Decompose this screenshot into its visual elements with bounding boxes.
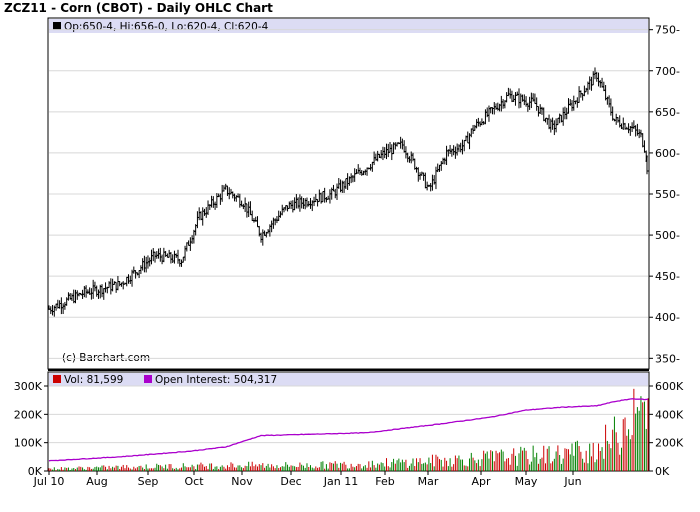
x-tick-label: Oct	[184, 475, 204, 488]
x-tick-label: Feb	[375, 475, 394, 488]
price-tick-label: 550-	[655, 188, 680, 201]
price-tick-label: 700-	[655, 65, 680, 78]
x-tick-label: May	[515, 475, 538, 488]
price-tick-label: 600-	[655, 147, 680, 160]
volume-legend: Vol: 81,599	[64, 374, 123, 386]
oi-tick-label: 400K	[655, 408, 684, 421]
volume-legend-swatch	[53, 375, 61, 383]
volume-tick-label: 0K	[28, 465, 43, 478]
open-interest-legend: Open Interest: 504,317	[155, 374, 277, 386]
volume-legend-band	[49, 373, 648, 386]
price-legend-swatch	[53, 22, 61, 30]
x-tick-label: Sep	[138, 475, 159, 488]
ohlc-legend: Op:650-4, Hi:656-0, Lo:620-4, Cl:620-4	[64, 21, 269, 33]
price-tick-label: 400-	[655, 311, 680, 324]
oi-tick-label: 0K	[655, 465, 670, 478]
x-tick-label: Mar	[418, 475, 439, 488]
open-interest-line	[48, 398, 648, 462]
oi-tick-label: 200K	[655, 437, 684, 450]
price-tick-label: 750-	[655, 24, 680, 37]
price-tick-label: 650-	[655, 106, 680, 119]
volume-tick-label: 300K	[14, 380, 43, 393]
price-tick-label: 450-	[655, 270, 680, 283]
x-tick-label: Aug	[86, 475, 107, 488]
chart-title: ZCZ11 - Corn (CBOT) - Daily OHLC Chart	[4, 1, 273, 15]
x-tick-label: Jan 11	[323, 475, 358, 488]
ohlc-bar-last	[645, 155, 649, 175]
price-tick-label: 500-	[655, 229, 680, 242]
x-tick-label: Nov	[231, 475, 253, 488]
x-tick-label: Jul 10	[33, 475, 65, 488]
oi-tick-label: 600K	[655, 380, 684, 393]
x-tick-label: Jun	[563, 475, 581, 488]
volume-tick-label: 100K	[14, 437, 43, 450]
volume-tick-label: 200K	[14, 408, 43, 421]
open-interest-legend-swatch	[144, 375, 152, 383]
volume-panel	[47, 371, 650, 472]
x-tick-label: Dec	[280, 475, 301, 488]
price-tick-label: 350-	[655, 352, 680, 365]
x-tick-label: Apr	[471, 475, 491, 488]
